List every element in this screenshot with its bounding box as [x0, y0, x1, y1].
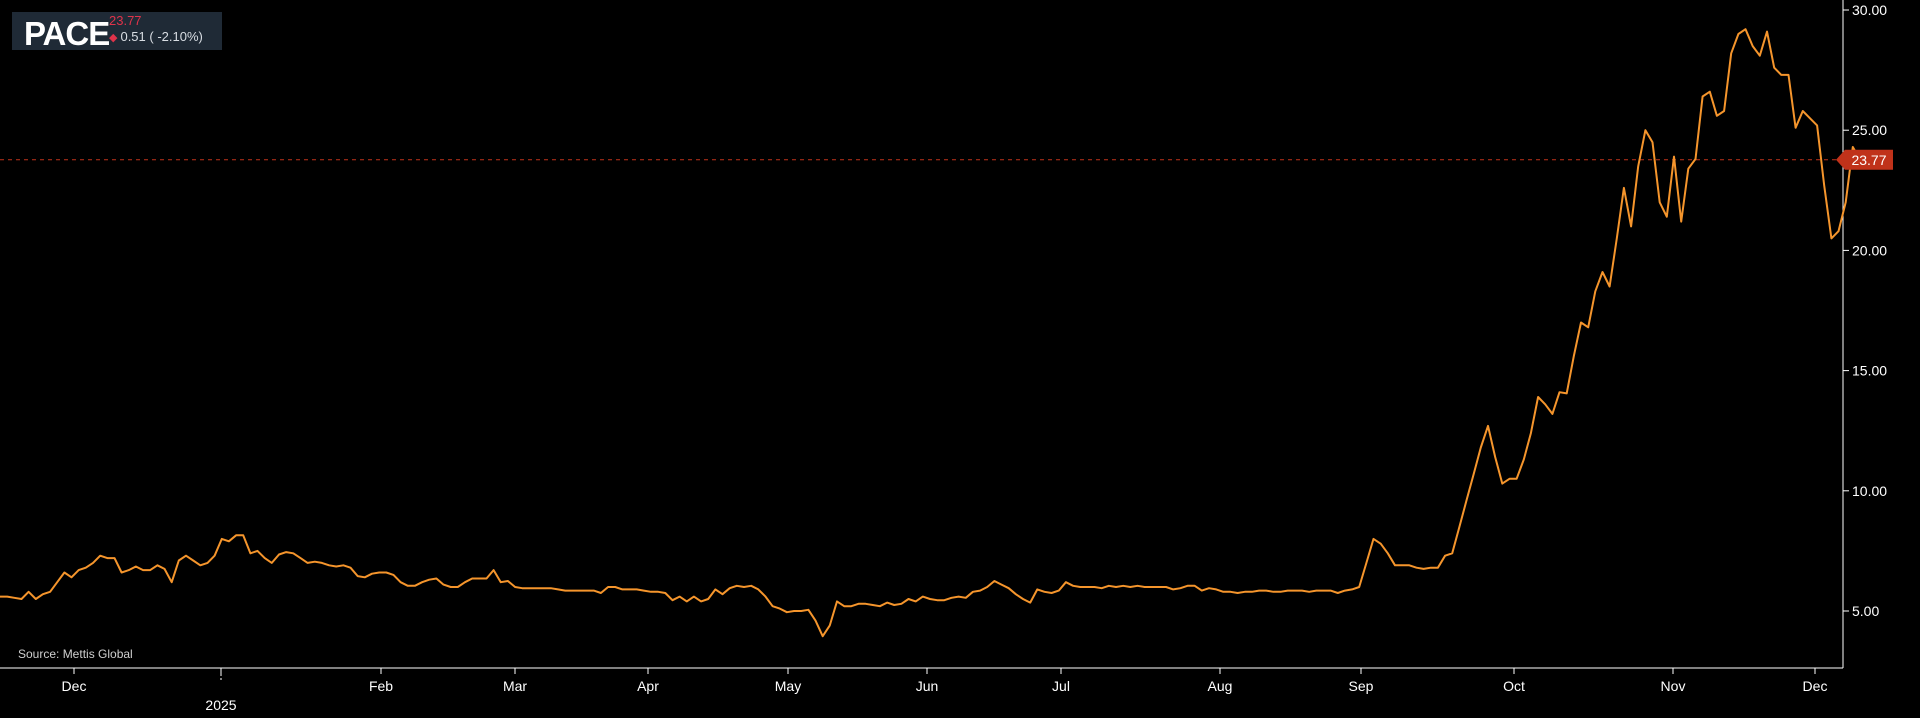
last-price-tag: 23.77 [1836, 149, 1893, 170]
y-tick-label: 5.00 [1852, 603, 1879, 619]
x-tick-label: Dec [1803, 678, 1828, 694]
x-tick-label: Dec [62, 678, 87, 694]
ticker-change-row: ◆ 0.51 ( -2.10%) [109, 29, 203, 44]
y-tick-label: 20.00 [1852, 242, 1887, 258]
ticker-symbol: PACE [24, 15, 110, 52]
x-tick-label: Jul [1052, 678, 1070, 694]
y-tick-label: 30.00 [1852, 2, 1887, 18]
x-tick-label: Oct [1503, 678, 1525, 694]
x-tick-label: Sep [1349, 678, 1374, 694]
ticker-badge: PACE 23.77 ◆ 0.51 ( -2.10%) [12, 12, 222, 52]
y-tick-label: 15.00 [1852, 363, 1887, 379]
x-axis-ticks: Dec 2025 Feb Mar Apr May Jun Jul Aug Sep Oct Nov Dec [62, 668, 1828, 713]
source-note: Source: Mettis Global [18, 647, 133, 661]
last-price-tag-shape [1836, 149, 1893, 170]
x-tick-label: Feb [369, 678, 393, 694]
x-tick-label: Jun [916, 678, 939, 694]
x-year-label: 2025 [205, 697, 236, 713]
last-price-label: 23.77 [1851, 152, 1886, 168]
price-series-line [0, 28, 1861, 638]
ticker-change: 0.51 ( -2.10%) [120, 29, 203, 44]
ticker-price: 23.77 [109, 13, 142, 28]
x-tick-label: Mar [503, 678, 527, 694]
y-tick-label: 10.00 [1852, 483, 1887, 499]
x-tick-label: Apr [637, 678, 659, 694]
x-tick-label: Aug [1208, 678, 1233, 694]
y-axis-ticks: 5.00 10.00 15.00 20.00 25.00 30.00 [1843, 2, 1887, 619]
x-tick-label: May [775, 678, 801, 694]
down-diamond-icon: ◆ [109, 32, 118, 44]
y-tick-label: 25.00 [1852, 122, 1887, 138]
x-tick-label: Nov [1661, 678, 1686, 694]
